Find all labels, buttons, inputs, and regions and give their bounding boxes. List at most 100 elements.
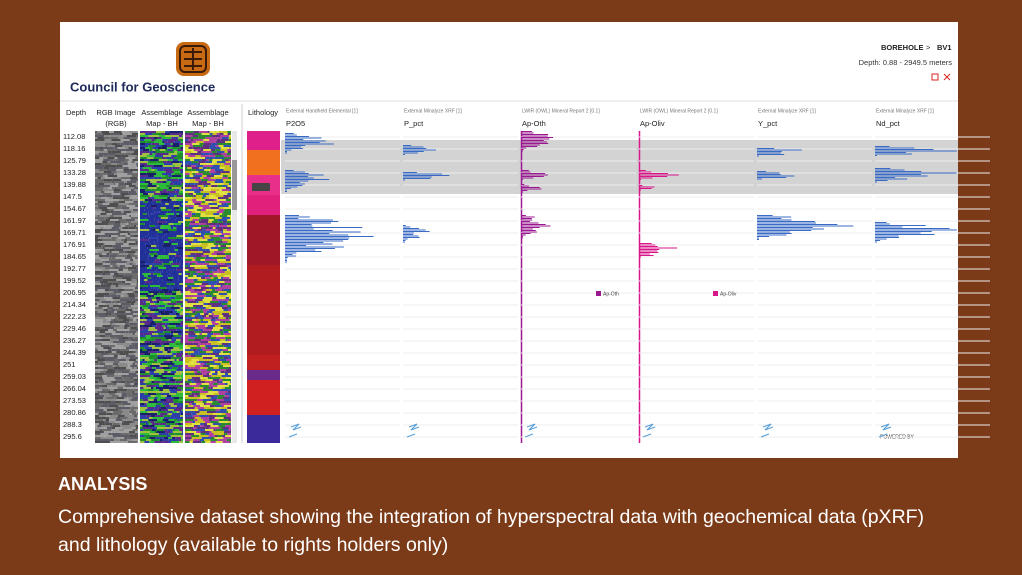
core-pixel bbox=[118, 285, 127, 287]
core-pixel bbox=[140, 325, 143, 327]
core-pixel bbox=[128, 353, 135, 355]
core-pixel bbox=[153, 293, 158, 295]
core-pixel bbox=[159, 191, 168, 193]
track-bar bbox=[639, 176, 668, 177]
core-pixel bbox=[99, 341, 110, 343]
core-pixel bbox=[203, 185, 206, 187]
core-pixel bbox=[126, 393, 132, 395]
core-pixel bbox=[109, 321, 116, 323]
core-pixel bbox=[122, 305, 132, 307]
core-pixel bbox=[195, 325, 206, 327]
core-pixel bbox=[134, 421, 138, 423]
core-pixel bbox=[131, 413, 137, 415]
core-pixel bbox=[112, 425, 121, 427]
close-icon[interactable] bbox=[943, 73, 951, 81]
core-pixel bbox=[172, 149, 178, 151]
core-pixel bbox=[173, 157, 183, 159]
core-pixel bbox=[207, 377, 214, 379]
core-pixel bbox=[170, 417, 175, 419]
core-pixel bbox=[151, 143, 160, 145]
core-pixel bbox=[185, 373, 195, 375]
core-pixel bbox=[169, 385, 177, 387]
core-pixel bbox=[200, 205, 210, 207]
core-pixel bbox=[146, 337, 151, 339]
core-pixel bbox=[207, 325, 215, 327]
core-pixel bbox=[121, 281, 126, 283]
track-icon bbox=[406, 423, 420, 438]
core-pixel bbox=[223, 431, 231, 433]
core-pixel bbox=[107, 279, 117, 281]
track-bar bbox=[757, 231, 790, 233]
core-pixel bbox=[176, 329, 183, 331]
core-pixel bbox=[114, 205, 119, 207]
core-pixel bbox=[152, 265, 155, 267]
core-pixel bbox=[210, 291, 219, 293]
core-pixel bbox=[117, 261, 127, 263]
core-pixel bbox=[229, 351, 231, 353]
core-pixel bbox=[102, 273, 106, 275]
core-pixel bbox=[188, 355, 191, 357]
core-pixel bbox=[155, 225, 161, 227]
scrollbar-thumb[interactable] bbox=[232, 160, 237, 210]
core-pixel bbox=[190, 369, 199, 371]
core-pixel bbox=[200, 363, 205, 365]
track-bar bbox=[403, 225, 406, 226]
scrollbar[interactable] bbox=[232, 131, 237, 443]
core-pixel bbox=[170, 307, 174, 309]
track-bar bbox=[403, 226, 411, 228]
track-bar bbox=[875, 178, 908, 180]
core-pixel bbox=[130, 145, 138, 147]
track-bar bbox=[285, 183, 305, 185]
core-pixel bbox=[97, 311, 106, 313]
core-pixel bbox=[210, 167, 220, 169]
core-pixel bbox=[136, 191, 138, 193]
expand-icon[interactable] bbox=[931, 73, 939, 81]
legend-label: Ap-Oliv bbox=[720, 291, 737, 297]
core-pixel bbox=[126, 251, 136, 253]
core-pixel bbox=[149, 301, 154, 303]
core-pixel bbox=[140, 221, 147, 223]
core-pixel bbox=[99, 387, 109, 389]
breadcrumb-item[interactable]: BOREHOLE bbox=[881, 43, 924, 52]
core-pixel bbox=[117, 157, 126, 159]
core-pixel bbox=[140, 287, 143, 289]
breadcrumb-item[interactable]: BV1 bbox=[937, 43, 952, 52]
app-screenshot: Council for Geoscience BOREHOLE > BV1 De… bbox=[60, 22, 990, 458]
core-pixel bbox=[176, 269, 183, 271]
core-pixel bbox=[95, 215, 98, 217]
core-pixel bbox=[213, 243, 219, 245]
core-pixel bbox=[99, 247, 103, 249]
core-pixel bbox=[211, 299, 219, 301]
track-bar bbox=[521, 236, 523, 237]
core-pixel bbox=[140, 229, 150, 231]
core-pixel bbox=[105, 243, 116, 245]
core-pixel bbox=[140, 189, 146, 191]
core-pixel bbox=[172, 337, 181, 339]
core-pixel bbox=[153, 177, 162, 179]
core-pixel bbox=[218, 221, 223, 223]
core-pixel bbox=[148, 423, 152, 425]
track-bar bbox=[875, 240, 881, 241]
core-pixel bbox=[230, 325, 231, 327]
core-pixel bbox=[142, 359, 145, 361]
core-pixel bbox=[116, 165, 123, 167]
core-pixel bbox=[164, 143, 171, 145]
core-pixel bbox=[153, 263, 163, 265]
core-pixel bbox=[148, 375, 151, 377]
core-pixel bbox=[180, 415, 183, 417]
core-pixel bbox=[110, 389, 115, 391]
track-bar bbox=[285, 215, 299, 216]
core-pixel bbox=[178, 435, 183, 437]
core-pixel bbox=[126, 367, 133, 369]
core-pixel bbox=[150, 289, 158, 291]
core-pixel bbox=[222, 427, 229, 429]
core-pixel bbox=[154, 425, 159, 427]
core-pixel bbox=[220, 245, 227, 247]
core-pixel bbox=[103, 419, 106, 421]
core-pixel bbox=[104, 291, 114, 293]
core-pixel bbox=[130, 311, 138, 313]
core-pixel bbox=[169, 361, 173, 363]
core-pixel bbox=[171, 161, 180, 163]
core-pixel bbox=[140, 219, 149, 221]
core-pixel bbox=[142, 305, 149, 307]
